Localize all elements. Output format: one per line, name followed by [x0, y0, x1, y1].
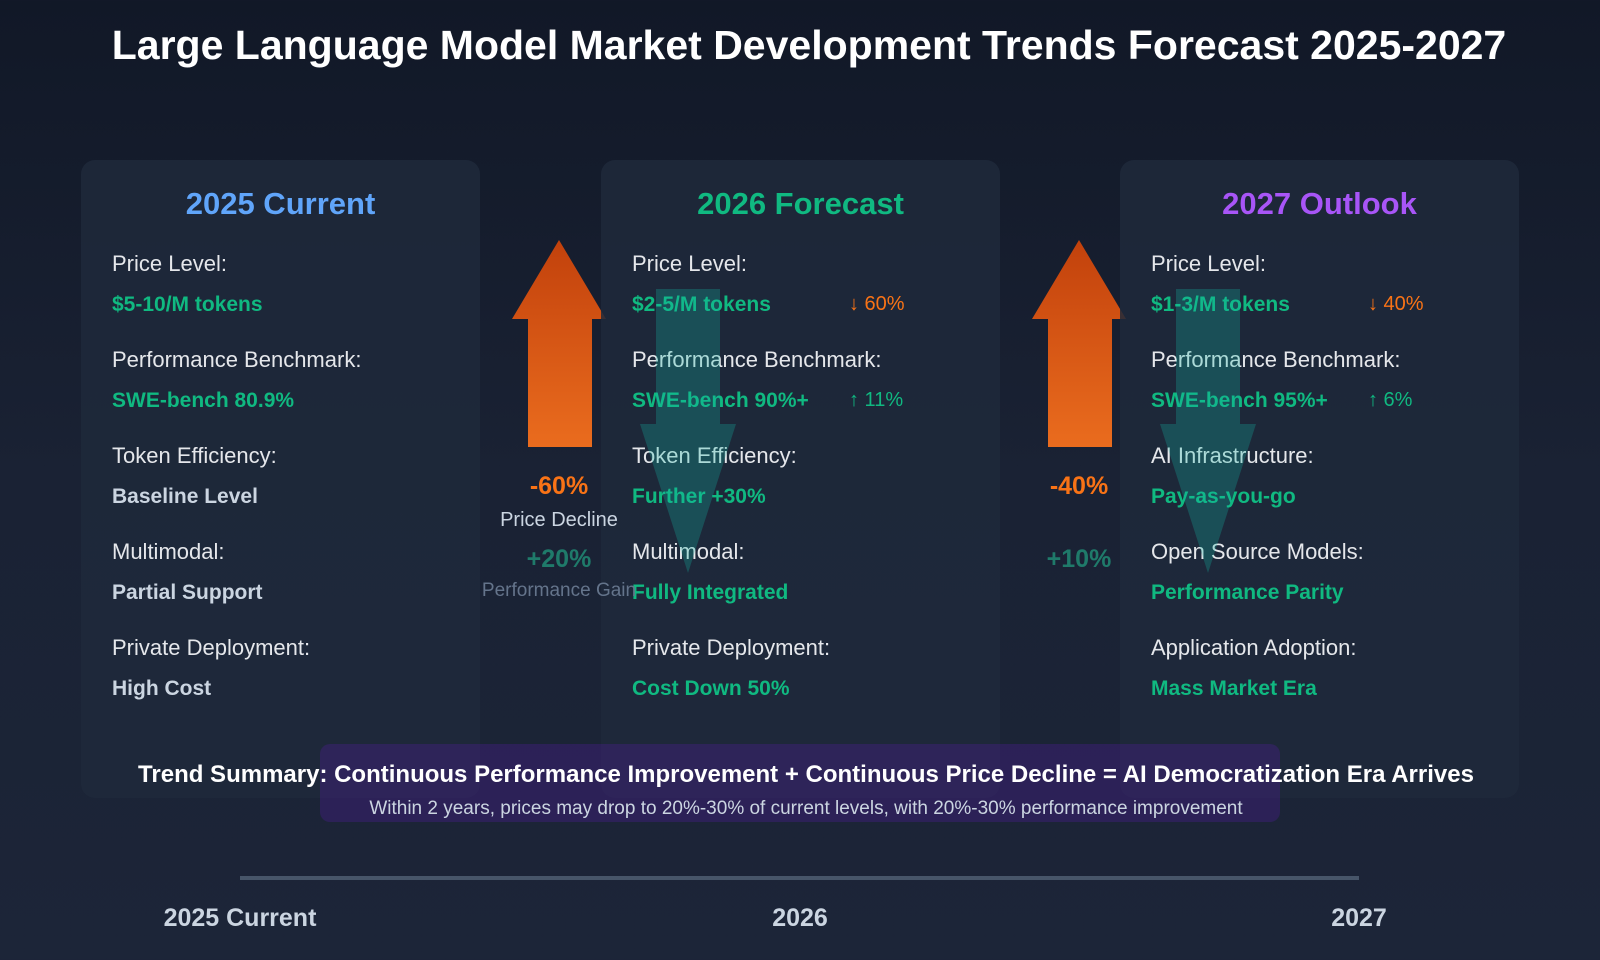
row-value: Mass Market Era: [1151, 677, 1317, 700]
row-value: Partial Support: [112, 581, 263, 604]
row-label: Application Adoption:: [1151, 635, 1357, 660]
timeline-label-2026: 2026: [772, 904, 828, 932]
price-decline-arrow-2: [1032, 240, 1126, 447]
row-label: Price Level:: [112, 251, 227, 276]
timeline-label-2027: 2027: [1331, 904, 1387, 932]
summary-subtitle: Within 2 years, prices may drop to 20%-3…: [369, 798, 1243, 819]
row-label: Performance Benchmark:: [632, 347, 882, 372]
card-2026: 2026 Forecast Price Level: $2-5/M tokens…: [601, 160, 1000, 798]
row-value: Further +30%: [632, 485, 766, 508]
price-decline-value-2: -40%: [1049, 472, 1109, 500]
row-value: SWE-bench 90%+: [632, 389, 809, 412]
change-badge: ↓ 60%: [849, 293, 905, 315]
row-label: Token Efficiency:: [112, 443, 277, 468]
performance-gain-value-2: +10%: [1046, 545, 1112, 573]
row-value: Performance Parity: [1151, 581, 1344, 604]
row-value: Pay-as-you-go: [1151, 485, 1296, 508]
row-value: $2-5/M tokens: [632, 293, 771, 316]
row-value: $5-10/M tokens: [112, 293, 263, 316]
row-value: High Cost: [112, 677, 212, 700]
row-value: Cost Down 50%: [632, 677, 790, 700]
card-title: 2025 Current: [185, 186, 376, 221]
page-title: Large Language Model Market Development …: [111, 22, 1507, 68]
row-value: Fully Integrated: [632, 581, 789, 604]
row-label: Private Deployment:: [112, 635, 311, 660]
change-badge: ↑ 11%: [849, 389, 904, 411]
card-title: 2026 Forecast: [697, 186, 904, 221]
row-label: Token Efficiency:: [632, 443, 797, 468]
change-badge: ↓ 40%: [1368, 293, 1424, 315]
row-label: Multimodal:: [112, 539, 225, 564]
price-decline-value-1: -60%: [529, 472, 589, 500]
timeline-line: [240, 876, 1359, 880]
row-label: Price Level:: [1151, 251, 1266, 276]
card-2027: 2027 Outlook Price Level: $1-3/M tokens …: [1120, 160, 1519, 798]
row-value: SWE-bench 95%+: [1151, 389, 1328, 412]
row-label: Performance Benchmark:: [112, 347, 362, 372]
summary-box: [320, 744, 1280, 822]
row-label: Multimodal:: [632, 539, 745, 564]
row-label: Private Deployment:: [632, 635, 831, 660]
performance-gain-label: Performance Gain: [481, 580, 637, 601]
row-value: SWE-bench 80.9%: [112, 389, 295, 412]
row-value: $1-3/M tokens: [1151, 293, 1290, 316]
summary-title: Trend Summary: Continuous Performance Im…: [138, 761, 1474, 788]
row-label: Performance Benchmark:: [1151, 347, 1401, 372]
row-label: AI Infrastructure:: [1151, 443, 1314, 468]
price-decline-arrow-1: [512, 240, 606, 447]
change-badge: ↑ 6%: [1368, 389, 1413, 411]
price-decline-label: Price Decline: [500, 509, 618, 531]
card-title: 2027 Outlook: [1222, 186, 1417, 221]
row-label: Open Source Models:: [1151, 539, 1364, 564]
performance-gain-value-1: +20%: [526, 545, 592, 573]
row-value: Baseline Level: [112, 485, 258, 508]
timeline-label-2025: 2025 Current: [163, 904, 317, 932]
row-label: Price Level:: [632, 251, 747, 276]
card-2025: 2025 Current Price Level: $5-10/M tokens…: [81, 160, 480, 798]
